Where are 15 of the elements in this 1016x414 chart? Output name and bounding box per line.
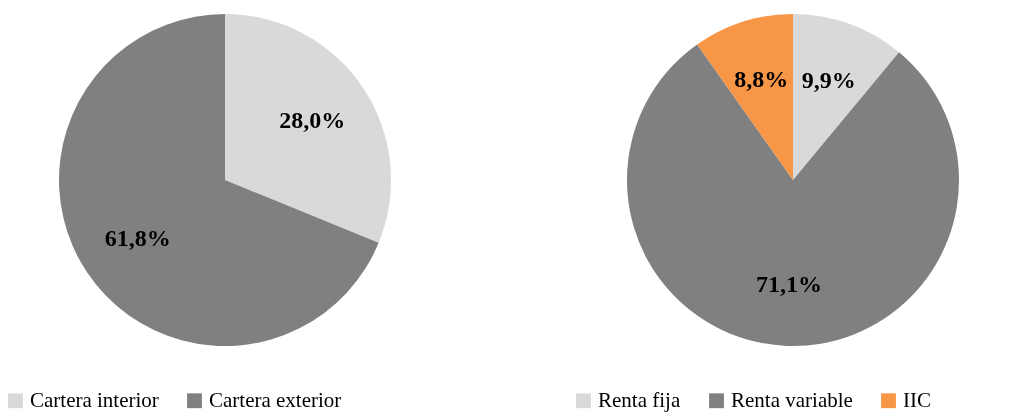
data-label: 9,9% <box>801 67 856 94</box>
pie-slice <box>59 14 379 346</box>
pie-slice <box>225 14 391 243</box>
legend-label: Cartera interior <box>30 387 159 412</box>
legend-label: Cartera exterior <box>209 387 342 412</box>
data-label: 28,0% <box>279 107 346 134</box>
legend-label: Renta variable <box>731 387 853 412</box>
data-label: 71,1% <box>755 270 822 297</box>
pie-slice <box>793 14 900 180</box>
legend-label: IIC <box>903 387 931 412</box>
legend-label: Renta fija <box>598 387 681 412</box>
data-label: 8,8% <box>734 65 789 92</box>
pie-slice <box>697 14 793 180</box>
pie-slice <box>627 44 959 346</box>
data-label: 61,8% <box>104 224 171 251</box>
